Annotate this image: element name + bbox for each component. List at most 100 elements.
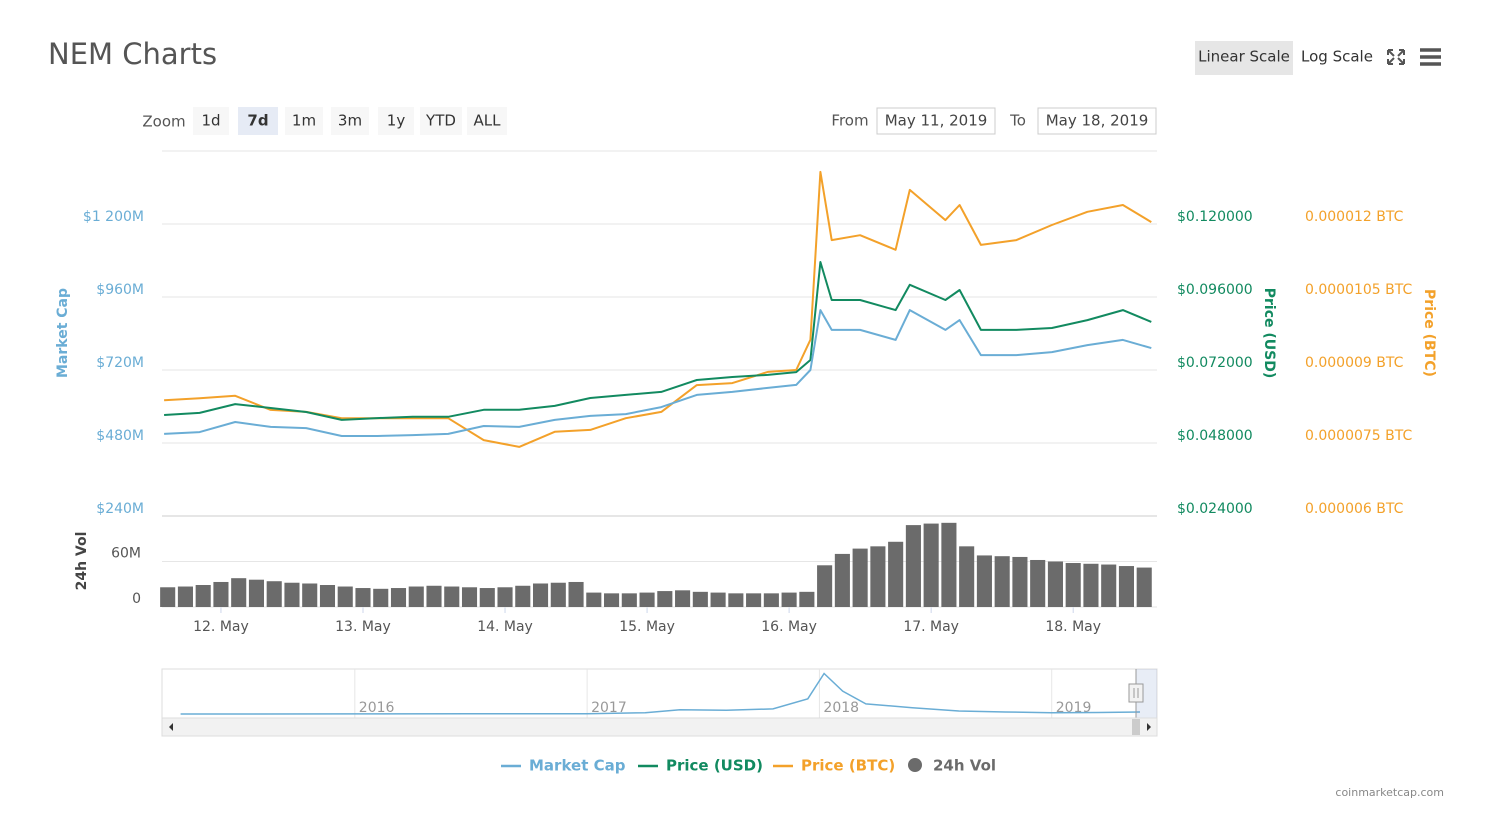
series-line	[164, 170, 1152, 448]
y-tick-label: $960M	[96, 282, 144, 298]
scrollbar[interactable]	[161, 717, 1158, 737]
volume-bar	[1047, 561, 1063, 607]
navigator-handle[interactable]	[1128, 683, 1144, 703]
zoom-button-label[interactable]: 1y	[387, 112, 406, 130]
zoom-button[interactable]	[285, 107, 323, 135]
volume-bar	[621, 593, 637, 607]
zoom-button-label[interactable]: 1m	[292, 112, 316, 130]
scrollbar-right-arrow[interactable]	[1147, 723, 1151, 731]
volume-bar	[266, 581, 282, 607]
volume-bar	[1083, 563, 1099, 607]
volume-bar	[923, 523, 939, 607]
volume-bar	[461, 587, 478, 607]
volume-bar	[408, 586, 424, 607]
from-date[interactable]: May 11, 2019	[885, 112, 988, 130]
y-axis-title: 24h Vol	[74, 532, 90, 591]
volume-bar	[284, 582, 300, 607]
menu-icon[interactable]	[1420, 48, 1441, 66]
volume-bar	[604, 593, 620, 607]
y3-axis-title: Price (BTC)	[1421, 289, 1437, 377]
legend-label[interactable]: Price (BTC)	[801, 757, 895, 775]
y-tick-label: $480M	[96, 428, 144, 444]
zoom-button-label[interactable]: YTD	[425, 112, 456, 130]
volume-bar	[515, 585, 531, 607]
series-line	[164, 261, 1152, 421]
x-tick-label: 13. May	[335, 619, 391, 635]
x-tick-label: 18. May	[1045, 619, 1101, 635]
volume-bar	[675, 590, 691, 607]
from-label: From	[831, 112, 868, 130]
legend-label[interactable]: Market Cap	[529, 757, 626, 775]
linear-scale-button[interactable]	[1195, 41, 1293, 75]
zoom-button[interactable]	[420, 107, 462, 135]
volume-bar	[1030, 559, 1046, 607]
volume-bar	[319, 585, 336, 607]
zoom-button-label[interactable]: ALL	[474, 112, 502, 130]
y-axis-title: Market Cap	[55, 288, 71, 378]
x-tick-label: 14. May	[477, 619, 533, 635]
from-input[interactable]	[876, 107, 996, 135]
navigator-mask	[1136, 669, 1157, 718]
y2-tick-label: $0.048000	[1177, 428, 1253, 444]
volume-bar	[497, 587, 513, 607]
zoom-button-label[interactable]: 1d	[201, 112, 220, 130]
y3-tick-label: 0.000012 BTC	[1305, 209, 1404, 225]
credit[interactable]: coinmarketcap.com	[1335, 786, 1444, 799]
navigator-tick-label: 2018	[823, 700, 859, 716]
volume-bar	[302, 583, 318, 607]
zoom-button[interactable]	[467, 107, 507, 135]
to-date[interactable]: May 18, 2019	[1046, 112, 1149, 130]
volume-bar	[763, 593, 779, 607]
navigator-tick-label: 2019	[1056, 700, 1092, 716]
volume-bar	[746, 593, 762, 607]
volume-bar	[390, 588, 407, 607]
x-tick-label: 16. May	[761, 619, 817, 635]
volume-bar	[888, 541, 904, 607]
legend-label[interactable]: Price (USD)	[666, 757, 763, 775]
volume-bar	[177, 586, 193, 607]
y3-tick-label: 0.000006 BTC	[1305, 501, 1404, 517]
navigator-line	[180, 672, 1141, 715]
zoom-button[interactable]	[193, 107, 229, 135]
volume-bar	[586, 592, 602, 607]
y2-tick-label: $0.024000	[1177, 501, 1253, 517]
volume-bar	[710, 592, 726, 607]
volume-bar	[959, 546, 975, 607]
zoom-button[interactable]	[331, 107, 369, 135]
zoom-button[interactable]	[378, 107, 414, 135]
scrollbar-left-arrow[interactable]	[169, 723, 173, 731]
volume-bar	[870, 546, 886, 607]
chart-title: NEM Charts	[48, 37, 217, 71]
y3-tick-label: 0.0000105 BTC	[1305, 282, 1412, 298]
legend-label[interactable]: 24h Vol	[933, 757, 996, 775]
volume-bar	[692, 591, 708, 607]
volume-bar	[1118, 566, 1135, 607]
y2-axis-title: Price (USD)	[1261, 288, 1277, 379]
y2-tick-label: $0.072000	[1177, 355, 1253, 371]
volume-bar	[426, 585, 442, 607]
y-tick-label: 60M	[111, 546, 141, 562]
zoom-button-label[interactable]: 7d	[247, 112, 268, 130]
x-tick-label: 17. May	[903, 619, 959, 635]
volume-bar	[781, 592, 797, 607]
volume-bar	[728, 593, 744, 607]
zoom-button-label[interactable]: 3m	[338, 112, 362, 130]
linear-scale-label[interactable]: Linear Scale	[1198, 48, 1290, 66]
navigator-tick-label: 2017	[591, 700, 627, 716]
volume-bar	[1012, 556, 1028, 607]
legend-swatch[interactable]	[908, 758, 922, 772]
navigator-tick-label: 2016	[359, 700, 395, 716]
volume-bar	[355, 588, 371, 607]
zoom-button[interactable]	[238, 107, 278, 135]
volume-bar	[1136, 567, 1152, 607]
volume-bar	[213, 581, 229, 607]
log-scale-button[interactable]: Log Scale	[1301, 48, 1373, 66]
to-label: To	[1009, 112, 1026, 130]
to-input[interactable]	[1037, 107, 1157, 135]
y-tick-label: $240M	[96, 501, 144, 517]
volume-bar	[852, 548, 868, 607]
scrollbar-thumb[interactable]	[1132, 719, 1140, 735]
series-line	[164, 309, 1152, 437]
volume-bar	[550, 582, 566, 607]
fullscreen-icon[interactable]	[1387, 49, 1405, 65]
